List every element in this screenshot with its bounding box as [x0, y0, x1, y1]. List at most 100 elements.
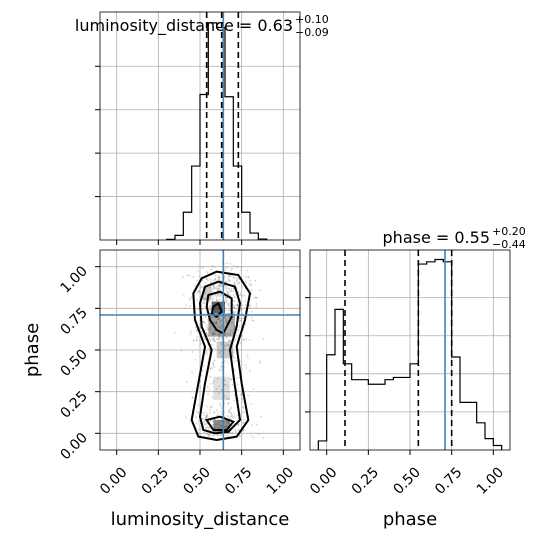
y-axis-label-phase: phase [22, 323, 43, 377]
scatter-point [223, 426, 226, 428]
scatter-point [244, 281, 247, 283]
scatter-point [224, 315, 227, 318]
scatter-point [210, 306, 212, 309]
scatter-point [212, 321, 215, 324]
scatter-point [233, 394, 236, 397]
scatter-point [236, 414, 239, 417]
scatter-point [204, 417, 207, 420]
scatter-point [230, 412, 233, 415]
scatter-point [211, 299, 214, 302]
scatter-point [219, 404, 222, 407]
scatter-point [225, 262, 228, 265]
scatter-point [225, 319, 228, 322]
scatter-point [220, 273, 223, 275]
scatter-point [228, 409, 231, 412]
density-block [208, 313, 222, 337]
scatter-point [199, 291, 202, 294]
scatter-point [212, 382, 215, 385]
scatter-point [232, 351, 235, 354]
scatter-point [189, 305, 192, 308]
scatter-point [230, 290, 233, 292]
scatter-point [253, 296, 256, 299]
scatter-point [206, 326, 209, 329]
scatter-point [229, 412, 232, 414]
scatter-point [197, 420, 200, 422]
scatter-point [224, 299, 227, 302]
scatter-point [214, 274, 217, 277]
scatter-point [247, 275, 250, 278]
scatter-point [206, 412, 209, 415]
scatter-point [204, 316, 207, 318]
scatter-point [228, 280, 231, 283]
scatter-point [231, 431, 234, 434]
scatter-point [233, 311, 235, 314]
scatter-point [217, 377, 219, 380]
scatter-point [202, 321, 205, 323]
scatter-point [206, 271, 208, 273]
scatter-point [233, 277, 236, 279]
scatter-point [206, 353, 209, 356]
scatter-point [220, 365, 223, 368]
scatter-point [209, 286, 211, 289]
scatter-point [235, 431, 237, 434]
scatter-point [227, 402, 229, 405]
scatter-point [210, 290, 213, 293]
scatter-point [192, 276, 195, 279]
scatter-point [185, 416, 187, 419]
scatter-point [231, 318, 234, 321]
scatter-point [191, 396, 194, 399]
scatter-point [216, 289, 219, 291]
scatter-point [231, 378, 233, 381]
scatter-point [198, 289, 201, 292]
scatter-point [232, 412, 235, 415]
scatter-point [227, 421, 229, 424]
scatter-point [238, 294, 241, 297]
scatter-point [217, 421, 220, 423]
scatter-point [215, 298, 218, 301]
scatter-point [239, 292, 242, 295]
contour-2 [198, 280, 242, 435]
scatter-point [224, 333, 227, 336]
scatter-point [217, 287, 220, 290]
scatter-point [252, 388, 255, 391]
scatter-point [213, 330, 216, 332]
scatter-point [215, 409, 218, 412]
scatter-point [227, 309, 230, 312]
scatter-point [224, 297, 227, 300]
scatter-point [244, 323, 247, 326]
scatter-point [212, 284, 215, 287]
scatter-point [240, 269, 242, 272]
scatter-point [218, 285, 220, 288]
scatter-point [229, 378, 232, 380]
scatter-point [214, 279, 217, 282]
scatter-point [218, 318, 221, 321]
scatter-point [207, 393, 209, 396]
scatter-point [217, 276, 220, 279]
scatter-point [220, 420, 223, 423]
scatter-point [195, 410, 198, 413]
scatter-point [210, 280, 212, 283]
scatter-point [215, 337, 218, 340]
scatter-point [205, 422, 208, 425]
scatter-point [241, 411, 244, 414]
scatter-point [237, 328, 240, 331]
scatter-point [221, 325, 223, 328]
x-axis-label-phase: phase [383, 509, 437, 530]
scatter-point [231, 275, 234, 278]
scatter-point [250, 317, 253, 319]
scatter-point [226, 360, 229, 363]
scatter-point [219, 341, 222, 343]
scatter-point [236, 266, 238, 269]
scatter-point [208, 426, 211, 429]
scatter-point [217, 336, 220, 339]
scatter-point [214, 333, 217, 336]
scatter-point [185, 304, 188, 307]
scatter-point [212, 287, 215, 290]
axis-labels: luminosity_distance phase phase [22, 323, 437, 530]
density-block [211, 301, 225, 314]
scatter-point [205, 332, 208, 335]
scatter-point [199, 339, 201, 342]
scatter-point [217, 338, 220, 340]
scatter-point [205, 333, 208, 335]
scatter-point [231, 417, 234, 419]
